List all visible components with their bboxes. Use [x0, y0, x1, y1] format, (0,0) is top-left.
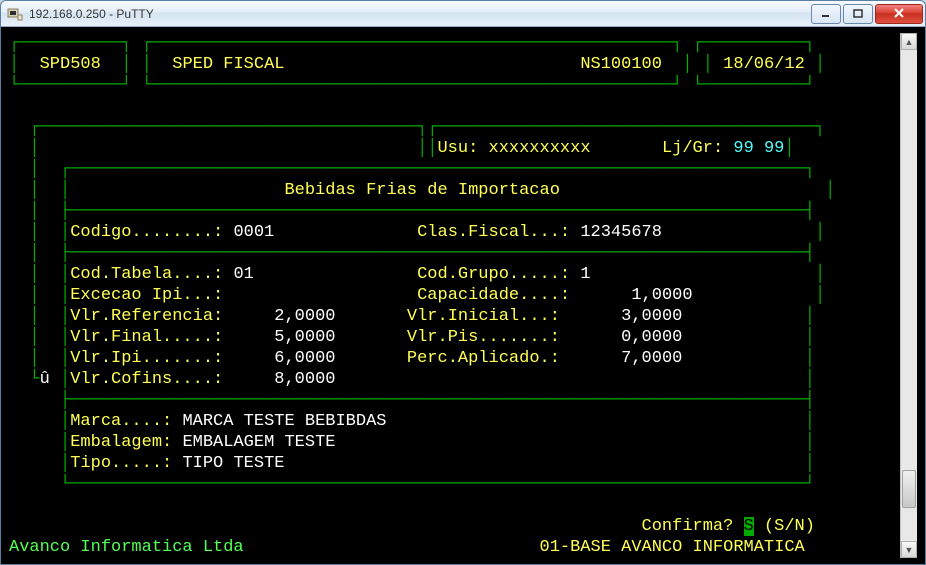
screen-title: SPED FISCAL [172, 55, 284, 74]
window-buttons [809, 4, 923, 24]
vertical-scrollbar[interactable]: ▲ ▼ [900, 33, 917, 558]
vlripi-value: 6,0000 [274, 349, 335, 368]
usu-value: xxxxxxxxxx [489, 139, 591, 158]
header-code: NS100100 [580, 55, 662, 74]
vlripi-label: Vlr.Ipi.......: [70, 349, 223, 368]
confirm-label: Confirma? [642, 517, 734, 536]
confirm-options: (S/N) [764, 517, 815, 536]
vlrfinal-value: 5,0000 [274, 328, 335, 347]
putty-window: 192.168.0.250 - PuTTY ┌──────────┐ ┌────… [0, 0, 926, 565]
capacidade-label: Capacidade....: [417, 286, 570, 305]
codgrupo-value: 1 [580, 265, 590, 284]
scroll-down-button[interactable]: ▼ [901, 541, 917, 558]
embalagem-value: EMBALAGEM TESTE [182, 433, 335, 452]
vlrinicial-value: 3,0000 [621, 307, 682, 326]
vlrpis-value: 0,0000 [621, 328, 682, 347]
panel-title: Bebidas Frias de Importacao [284, 181, 559, 200]
codtabela-value: 01 [233, 265, 253, 284]
vlrfinal-label: Vlr.Final.....: [70, 328, 223, 347]
putty-icon [7, 6, 23, 22]
codgrupo-label: Cod.Grupo.....: [417, 265, 570, 284]
terminal-area: ┌──────────┐ ┌──────────────────────────… [1, 27, 925, 564]
codigo-value: 0001 [233, 223, 274, 242]
scroll-thumb[interactable] [902, 470, 916, 508]
vlrcofins-value: 8,0000 [274, 370, 335, 389]
scroll-up-button[interactable]: ▲ [901, 33, 917, 50]
titlebar[interactable]: 192.168.0.250 - PuTTY [1, 1, 925, 27]
vlrref-value: 2,0000 [274, 307, 335, 326]
vlrinicial-label: Vlr.Inicial...: [407, 307, 560, 326]
embalagem-label: Embalagem: [70, 433, 172, 452]
ljgr-v1: 99 [733, 139, 753, 158]
usu-label: Usu: [437, 139, 478, 158]
percaplic-value: 7,0000 [621, 349, 682, 368]
tipo-value: TIPO TESTE [182, 454, 284, 473]
program-code: SPD508 [40, 55, 101, 74]
window-title: 192.168.0.250 - PuTTY [29, 7, 809, 21]
codtabela-label: Cod.Tabela....: [70, 265, 223, 284]
maximize-button[interactable] [843, 4, 873, 24]
ljgr-label: Lj/Gr: [662, 139, 723, 158]
footer-company: Avanco Informatica Ltda [9, 538, 244, 557]
ljgr-v2: 99 [764, 139, 784, 158]
header-date: 18/06/12 [723, 55, 805, 74]
excecaoipi-label: Excecao Ipi...: [70, 286, 223, 305]
close-button[interactable] [875, 4, 923, 24]
vlrcofins-label: Vlr.Cofins....: [70, 370, 223, 389]
marca-label: Marca....: [70, 412, 172, 431]
terminal[interactable]: ┌──────────┐ ┌──────────────────────────… [9, 33, 900, 558]
tipo-label: Tipo.....: [70, 454, 172, 473]
vlrpis-label: Vlr.Pis.......: [407, 328, 560, 347]
confirm-input[interactable]: S [744, 517, 754, 536]
vlrref-label: Vlr.Referencia: [70, 307, 223, 326]
footer-db: 01-BASE AVANCO INFORMATICA [540, 538, 805, 557]
codigo-label: Codigo........: [70, 223, 223, 242]
clasfiscal-label: Clas.Fiscal...: [417, 223, 570, 242]
percaplic-label: Perc.Aplicado.: [407, 349, 560, 368]
marca-value: MARCA TESTE BEBIBDAS [182, 412, 386, 431]
scroll-track[interactable] [901, 50, 917, 541]
minimize-button[interactable] [811, 4, 841, 24]
glyph-u: û [40, 370, 50, 389]
clasfiscal-value: 12345678 [580, 223, 662, 242]
capacidade-value: 1,0000 [631, 286, 692, 305]
